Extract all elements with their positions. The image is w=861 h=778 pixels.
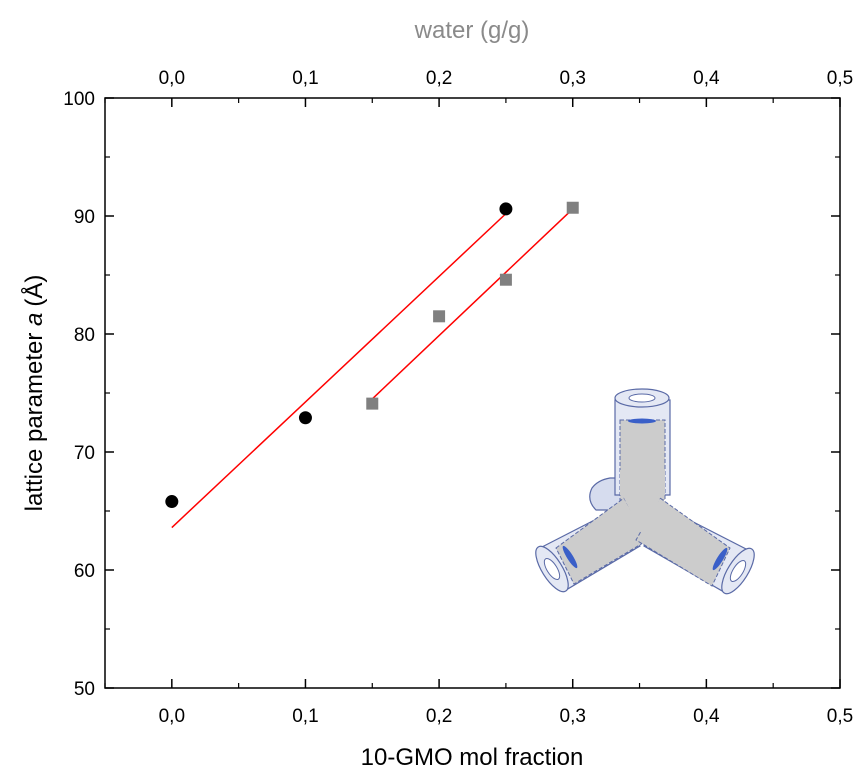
inset-right-core	[635, 497, 731, 587]
data-point-square	[499, 273, 512, 286]
y-tick-label: 50	[74, 679, 95, 700]
data-point-square	[366, 397, 379, 410]
x-top-tick-label: 0,2	[426, 68, 452, 89]
y-tick-label: 60	[74, 561, 95, 582]
y-axis-title-unit: (Å)	[20, 275, 48, 307]
bottom-axis-title: 10-GMO mol fraction	[361, 744, 584, 771]
y-tick-label: 90	[74, 207, 95, 228]
fit-line-series-1	[171, 213, 507, 529]
top-axis-title: water (g/g)	[414, 17, 530, 44]
x-bottom-tick-label: 0,5	[827, 706, 853, 727]
y-tick-label: 80	[74, 325, 95, 346]
data-point-circle	[165, 495, 179, 509]
inset-top-dots	[628, 418, 656, 424]
x-top-tick-label: 0,3	[560, 68, 586, 89]
y-tick-label: 100	[63, 89, 95, 110]
fit-lines	[171, 208, 574, 529]
x-bottom-tick-label: 0,3	[560, 706, 586, 727]
y-axis-title-prefix: lattice parameter	[21, 326, 48, 511]
x-bottom-tick-label: 0,2	[426, 706, 452, 727]
x-top-tick-label: 0,0	[159, 68, 185, 89]
x-top-tick-label: 0,4	[693, 68, 720, 89]
y-axis-title: lattice parameter a (Å)	[20, 275, 48, 512]
axis-tick-labels: 0,0 0,0 0,1 0,1 0,2 0,2 0,3 0,3 0,4 0,4 0,5 0,5 50 60…	[63, 68, 853, 727]
x-bottom-tick-label: 0,0	[159, 706, 185, 727]
axis-ticks	[104, 97, 841, 689]
x-top-tick-label: 0,5	[827, 68, 853, 89]
x-bottom-tick-label: 0,4	[693, 706, 720, 727]
cubic-channel-inset	[535, 388, 755, 595]
inset-junction	[620, 470, 665, 540]
plot-frame	[104, 97, 841, 689]
fit-line-series-2	[371, 208, 574, 400]
data-point-square	[433, 310, 446, 323]
inset-left-end-inner	[543, 557, 561, 581]
inset-right-dots	[712, 547, 728, 571]
inset-top-end-inner	[628, 393, 656, 403]
data-point-square	[566, 201, 579, 214]
inset-right-end-inner	[729, 559, 747, 583]
data-markers	[165, 201, 579, 509]
data-point-circle	[298, 411, 312, 425]
inset-left-dots	[562, 545, 578, 569]
y-tick-label: 70	[74, 443, 95, 464]
x-top-tick-label: 0,1	[292, 68, 318, 89]
x-bottom-tick-label: 0,1	[292, 706, 318, 727]
y-axis-title-var: a	[21, 313, 48, 326]
data-point-circle	[499, 202, 513, 216]
